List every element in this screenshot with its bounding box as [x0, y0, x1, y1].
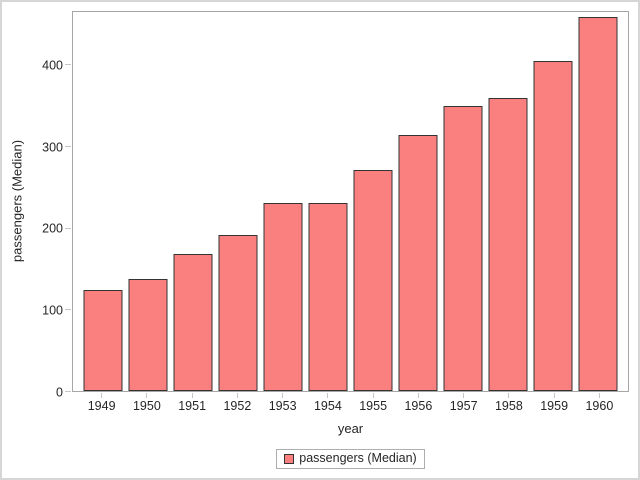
x-tick-mark [553, 393, 555, 398]
y-tick-mark [65, 391, 71, 392]
x-tick-mark [372, 393, 374, 398]
x-tick-cell [351, 393, 396, 398]
x-tick-label: 1956 [404, 399, 433, 413]
x-tick-cell [260, 393, 305, 398]
bar-1954 [308, 203, 348, 391]
bar-band [531, 12, 576, 391]
bar-band [441, 12, 486, 391]
x-tick-mark [598, 393, 600, 398]
bar-1958 [488, 98, 528, 391]
x-tick-cell [441, 393, 486, 398]
x-tick-cell [305, 393, 350, 398]
x-tick-cell [124, 393, 169, 398]
legend-row: passengers (Median) [72, 449, 629, 469]
x-tick-mark [236, 393, 238, 398]
bar-band [215, 12, 260, 391]
x-tick-mark [282, 393, 284, 398]
x-tick-cell [79, 393, 124, 398]
x-tick-labels: 1949 1950 1951 1952 1953 1954 1955 1956 1957 1958… [72, 399, 629, 414]
x-tick-mark [417, 393, 419, 398]
x-tick-label: 1954 [313, 399, 342, 413]
x-tick-mark [508, 393, 510, 398]
y-tick-mark [65, 64, 71, 66]
x-tick-label: 1951 [178, 399, 207, 413]
x-tick-label: 1960 [585, 399, 614, 413]
y-tick-mark [65, 309, 71, 311]
x-tick-cell [215, 393, 260, 398]
legend: passengers (Median) [276, 449, 425, 469]
bar-1959 [533, 60, 573, 391]
x-tick-cell [577, 393, 622, 398]
x-tick-label: 1957 [449, 399, 478, 413]
x-tick-mark [327, 393, 329, 398]
bar-1960 [578, 16, 618, 391]
bar-band [80, 12, 125, 391]
y-tick-label: 200 [42, 221, 63, 236]
bar-band [260, 12, 305, 391]
plot-area [72, 11, 629, 392]
x-tick-label: 1953 [268, 399, 297, 413]
x-tick-label: 1949 [87, 399, 116, 413]
bar-band [486, 12, 531, 391]
y-tick-label: 300 [42, 139, 63, 154]
x-tick-cell [170, 393, 215, 398]
y-tick-mark [65, 146, 71, 148]
x-tick-mark [101, 393, 103, 398]
y-axis: 0 100 200 300 400 [0, 11, 72, 398]
bar-band [170, 12, 215, 391]
x-tick-marks [72, 393, 629, 398]
bar-1950 [128, 279, 168, 391]
bar-1956 [398, 135, 438, 391]
bar-band [396, 12, 441, 391]
y-tick-label: 0 [56, 384, 63, 399]
x-tick-mark [146, 393, 148, 398]
bar-1957 [443, 105, 483, 391]
bar-band [350, 12, 395, 391]
bar-1952 [218, 235, 258, 391]
x-tick-mark [191, 393, 193, 398]
x-tick-cell [396, 393, 441, 398]
bar-1955 [353, 170, 393, 391]
x-tick-cell [532, 393, 577, 398]
x-axis-title: year [337, 421, 364, 436]
y-tick-mark [65, 227, 71, 229]
legend-swatch-icon [284, 453, 295, 464]
y-tick-label: 100 [42, 303, 63, 318]
bar-band [305, 12, 350, 391]
bar-band [125, 12, 170, 391]
legend-label: passengers (Median) [299, 451, 417, 465]
x-tick-cell [486, 393, 531, 398]
bar-1951 [173, 253, 213, 391]
x-tick-label: 1958 [494, 399, 523, 413]
x-tick-label: 1955 [359, 399, 388, 413]
x-tick-mark [463, 393, 465, 398]
y-tick-label: 400 [42, 58, 63, 73]
bar-band [576, 12, 621, 391]
x-axis: 1949 1950 1951 1952 1953 1954 1955 1956 1957 1958… [72, 393, 629, 414]
bars-area [80, 12, 621, 391]
x-tick-label: 1952 [223, 399, 252, 413]
x-tick-label: 1959 [540, 399, 569, 413]
bar-1949 [83, 289, 123, 391]
x-tick-label: 1950 [132, 399, 161, 413]
bar-1953 [263, 202, 303, 391]
